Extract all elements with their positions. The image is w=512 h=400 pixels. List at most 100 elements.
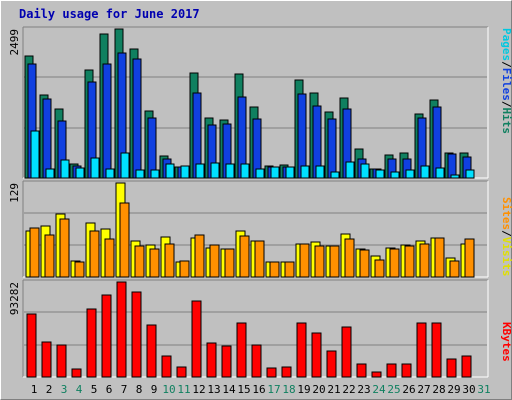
legend-sites: Sites bbox=[500, 197, 512, 230]
bar-pages bbox=[285, 166, 295, 179]
x-tick-label: 30 bbox=[462, 383, 475, 396]
bar-sites bbox=[389, 248, 400, 278]
bar-kbytes bbox=[296, 322, 307, 378]
x-tick-label: 3 bbox=[61, 383, 68, 396]
bar-sites bbox=[359, 249, 370, 278]
bar-kbytes bbox=[401, 363, 412, 378]
bar-sites bbox=[209, 244, 220, 278]
legend-sep: / bbox=[500, 61, 512, 68]
legend-visits-sites: Sites/Visits bbox=[500, 197, 512, 277]
bar-kbytes bbox=[431, 322, 442, 378]
bar-sites bbox=[314, 245, 325, 278]
svg-text:Pages/Files/Hits: Pages/Files/Hits bbox=[500, 28, 512, 134]
x-tick-label: 15 bbox=[237, 383, 250, 396]
x-tick-label: 23 bbox=[357, 383, 370, 396]
bar-kbytes bbox=[266, 367, 277, 378]
bar-kbytes bbox=[386, 363, 397, 378]
bar-pages bbox=[465, 169, 475, 179]
x-tick-label: 4 bbox=[76, 383, 83, 396]
legend-hits: Hits bbox=[500, 108, 512, 135]
bar-files bbox=[132, 58, 142, 179]
bar-kbytes bbox=[251, 344, 262, 378]
x-tick-label: 22 bbox=[342, 383, 355, 396]
legend-kbytes: KBytes bbox=[500, 322, 512, 362]
bar-files bbox=[327, 118, 337, 179]
bar-sites bbox=[449, 260, 460, 278]
bar-sites bbox=[29, 227, 40, 278]
bar-kbytes bbox=[176, 366, 187, 378]
svg-text:Sites/Visits: Sites/Visits bbox=[500, 197, 512, 277]
bar-kbytes bbox=[341, 326, 352, 378]
bar-files bbox=[147, 117, 157, 179]
x-tick-label: 11 bbox=[177, 383, 190, 396]
x-tick-label: 12 bbox=[192, 383, 205, 396]
bar-pages bbox=[135, 169, 145, 179]
bar-kbytes bbox=[221, 345, 232, 378]
legend-visits: Visits bbox=[500, 237, 512, 277]
x-tick-label: 6 bbox=[106, 383, 113, 396]
bar-kbytes bbox=[191, 300, 202, 378]
bar-files bbox=[432, 106, 442, 179]
bar-sites bbox=[329, 245, 340, 278]
legend-pages: Pages bbox=[500, 28, 512, 61]
bar-pages bbox=[165, 163, 175, 179]
bar-files bbox=[42, 98, 52, 179]
bar-pages bbox=[210, 162, 220, 179]
legend-files: Files bbox=[500, 68, 512, 101]
bar-pages bbox=[315, 165, 325, 179]
bar-sites bbox=[419, 243, 430, 278]
x-tick-label: 10 bbox=[162, 383, 175, 396]
bar-kbytes bbox=[161, 355, 172, 378]
bar-pages bbox=[60, 159, 70, 179]
x-tick-label: 1 bbox=[31, 383, 38, 396]
legend-hits-files-pages: Pages/Files/Hits bbox=[500, 28, 512, 134]
x-tick-label: 7 bbox=[121, 383, 128, 396]
bar-files bbox=[102, 63, 112, 179]
bar-kbytes bbox=[371, 371, 382, 378]
bar-kbytes bbox=[41, 341, 52, 378]
bar-pages bbox=[105, 168, 115, 179]
bar-pages bbox=[240, 163, 250, 179]
bar-kbytes bbox=[131, 291, 142, 378]
bar-pages bbox=[255, 168, 265, 179]
bar-sites bbox=[404, 245, 415, 278]
x-tick-label: 25 bbox=[387, 383, 400, 396]
bar-kbytes bbox=[146, 324, 157, 378]
bar-pages bbox=[420, 165, 430, 179]
x-tick-label: 17 bbox=[267, 383, 280, 396]
bar-sites bbox=[104, 238, 115, 278]
bar-sites bbox=[344, 238, 355, 278]
bar-kbytes bbox=[116, 281, 127, 378]
bar-pages bbox=[270, 166, 280, 179]
legend-sep: / bbox=[500, 230, 512, 237]
bar-kbytes bbox=[26, 313, 37, 378]
bar-files bbox=[297, 93, 307, 179]
bar-pages bbox=[225, 163, 235, 179]
bar-sites bbox=[89, 230, 100, 278]
x-tick-label: 24 bbox=[372, 383, 386, 396]
bar-sites bbox=[374, 259, 385, 278]
bar-kbytes bbox=[311, 332, 322, 378]
bar-pages bbox=[345, 161, 355, 179]
x-tick-label: 19 bbox=[297, 383, 310, 396]
bar-sites bbox=[119, 202, 130, 278]
x-tick-label: 16 bbox=[252, 383, 265, 396]
y-max-label: 2499 bbox=[8, 29, 21, 56]
x-tick-label: 9 bbox=[151, 383, 158, 396]
x-tick-label: 2 bbox=[46, 383, 53, 396]
bar-kbytes bbox=[86, 308, 97, 378]
bar-sites bbox=[164, 243, 175, 278]
bar-kbytes bbox=[236, 322, 247, 378]
x-tick-label: 31 bbox=[477, 383, 490, 396]
bar-pages bbox=[90, 157, 100, 179]
x-tick-label: 5 bbox=[91, 383, 98, 396]
x-tick-label: 20 bbox=[312, 383, 325, 396]
bar-sites bbox=[179, 260, 190, 278]
x-tick-label: 13 bbox=[207, 383, 220, 396]
y-max-label: 93282 bbox=[8, 282, 21, 315]
bar-pages bbox=[180, 165, 190, 179]
bar-pages bbox=[75, 167, 85, 179]
bar-sites bbox=[149, 248, 160, 278]
x-tick-label: 18 bbox=[282, 383, 295, 396]
